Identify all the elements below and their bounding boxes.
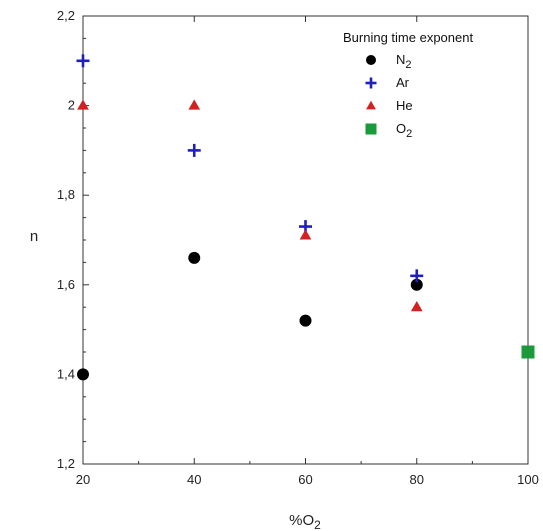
legend-marker-he: [366, 100, 376, 110]
x-axis-title: %O2: [289, 512, 321, 531]
x-tick-label: 100: [517, 472, 539, 487]
ticks: 20 40 60 80 100 1,2 1,4 1,6 1,8 2 2,2: [57, 8, 539, 487]
legend-label-n2: N2: [396, 52, 412, 71]
data-point-ar: [187, 143, 201, 157]
data-point-he: [77, 99, 89, 110]
y-tick-label: 1,4: [57, 366, 75, 381]
x-tick-label: 40: [187, 472, 201, 487]
data-point-n2: [77, 368, 89, 381]
y-tick-label: 1,8: [57, 187, 75, 202]
legend-marker-o2: [365, 123, 377, 135]
data-point-o2: [521, 345, 535, 359]
legend-marker-n2: [366, 55, 376, 65]
legend-label-main: He: [396, 98, 413, 113]
x-axis-title-main: %O: [289, 512, 314, 529]
x-axis-title-sub: 2: [314, 518, 321, 531]
legend-label-main: O: [396, 121, 406, 136]
legend-marker-ar: [365, 77, 377, 89]
data-point-n2: [410, 278, 423, 291]
x-tick-label: 20: [76, 472, 90, 487]
data-point-n2: [299, 314, 312, 327]
data-marks: [76, 54, 535, 381]
data-point-n2: [188, 251, 201, 264]
legend-box: [333, 22, 527, 150]
y-tick-label: 2: [68, 98, 75, 113]
x-tick-label: 80: [410, 472, 424, 487]
legend-label-main: Ar: [396, 75, 410, 90]
data-point-ar: [76, 54, 90, 68]
legend-label-sub: 2: [406, 128, 412, 140]
y-tick-label: 1,2: [57, 456, 75, 471]
y-axis-title: n: [30, 228, 38, 245]
data-point-he: [299, 229, 312, 240]
data-point-he: [188, 99, 201, 110]
legend-label-main: N: [396, 52, 405, 67]
legend-title: Burning time exponent: [343, 30, 473, 45]
data-point-he: [410, 301, 423, 312]
legend-label-he: He: [396, 98, 413, 113]
legend-label-ar: Ar: [396, 75, 410, 90]
y-tick-label: 2,2: [57, 8, 75, 23]
legend-label-sub: 2: [405, 59, 411, 71]
data-point-ar: [410, 269, 424, 283]
y-tick-label: 1,6: [57, 277, 75, 292]
x-tick-label: 60: [298, 472, 312, 487]
legend-label-o2: O2: [396, 121, 412, 140]
